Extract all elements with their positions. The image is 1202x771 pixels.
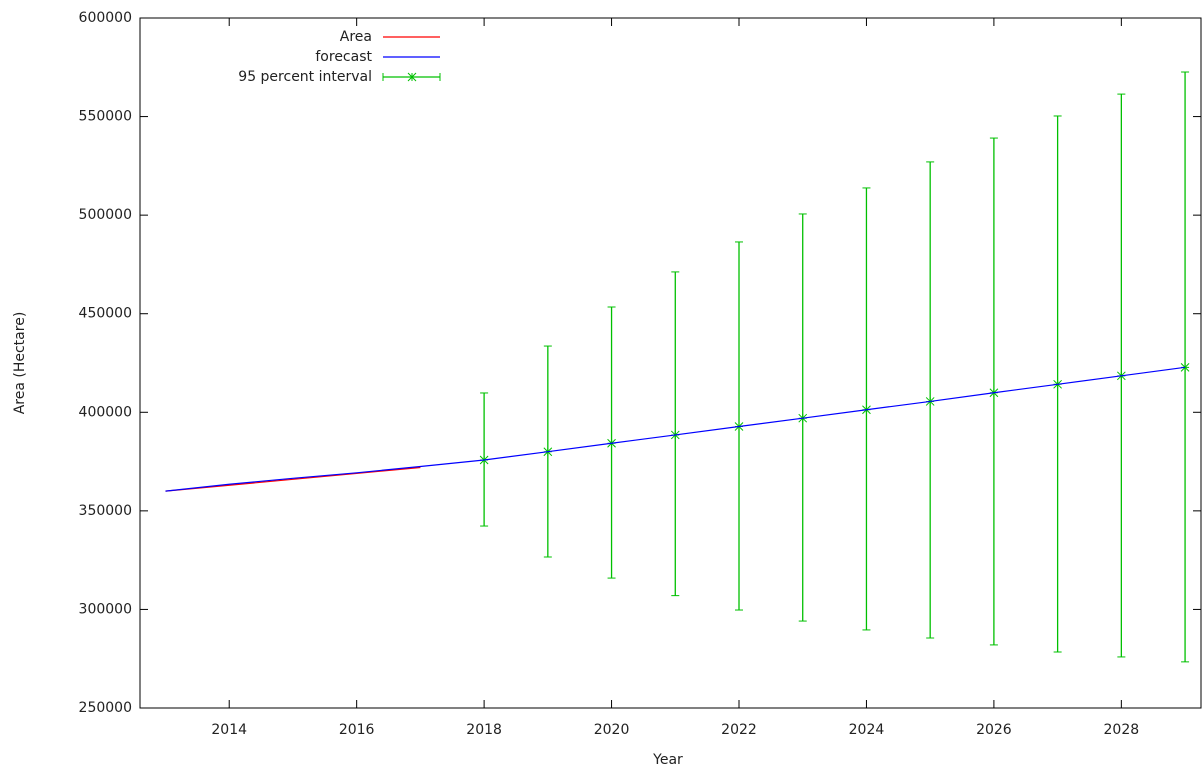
x-tick-label: 2022 <box>721 722 757 738</box>
legend-label: Area <box>340 29 372 45</box>
legend-swatch <box>407 72 417 82</box>
series-line <box>165 466 421 492</box>
x-tick-label: 2014 <box>211 722 247 738</box>
legend-label: forecast <box>315 49 372 65</box>
x-tick-label: 2016 <box>339 722 375 738</box>
series-line <box>165 366 1186 492</box>
x-tick-label: 2020 <box>594 722 630 738</box>
x-tick-label: 2026 <box>976 722 1012 738</box>
x-axis-label: Year <box>652 752 683 768</box>
y-tick-label: 250000 <box>79 700 132 716</box>
x-tick-label: 2024 <box>849 722 885 738</box>
y-tick-label: 350000 <box>79 503 132 519</box>
y-axis-label: Area (Hectare) <box>12 312 28 415</box>
y-tick-label: 400000 <box>79 404 132 420</box>
y-tick-label: 450000 <box>79 306 132 322</box>
y-tick-label: 600000 <box>79 10 132 26</box>
x-tick-label: 2018 <box>466 722 502 738</box>
y-tick-label: 500000 <box>79 207 132 223</box>
x-tick-label: 2028 <box>1104 722 1140 738</box>
legend-label: 95 percent interval <box>238 69 372 85</box>
interval-point <box>1180 362 1190 372</box>
plot-frame <box>139 17 1202 709</box>
y-tick-label: 550000 <box>79 109 132 125</box>
y-tick-label: 300000 <box>79 601 132 617</box>
